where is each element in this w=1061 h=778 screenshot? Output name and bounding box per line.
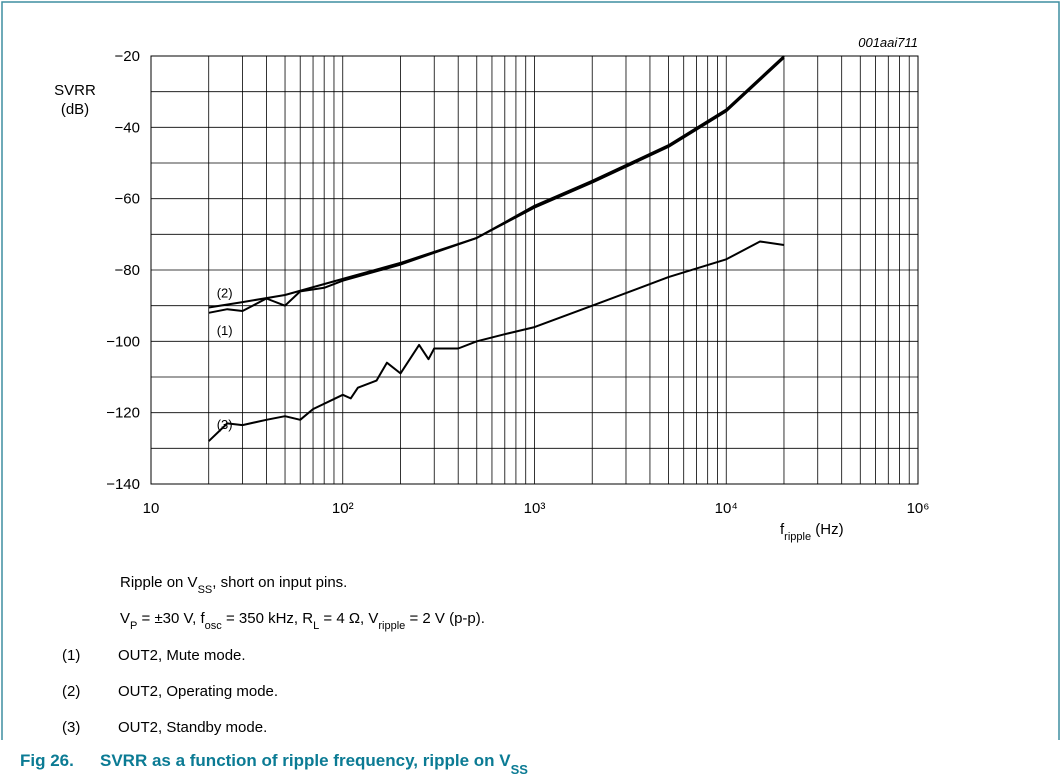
x-tick-label: 10 bbox=[143, 500, 160, 517]
caption-text-subscript: SS bbox=[511, 762, 529, 777]
series-label: (1) bbox=[217, 323, 233, 338]
x-axis-label: fripple (Hz) bbox=[780, 521, 844, 543]
note-subscript: L bbox=[313, 620, 319, 632]
note-part: = ±30 V, f bbox=[137, 610, 205, 627]
legend-number: (1) bbox=[62, 647, 80, 664]
y-tick-label: −100 bbox=[106, 333, 140, 350]
note-subscript: ripple bbox=[378, 620, 405, 632]
y-tick-label: −60 bbox=[115, 191, 140, 208]
series-line bbox=[208, 57, 785, 314]
y-tick-label: −80 bbox=[115, 262, 140, 279]
x-tick-label: 10² bbox=[332, 500, 354, 517]
plot-frame bbox=[150, 55, 919, 485]
note-subscript: SS bbox=[198, 584, 213, 596]
y-axis-label: SVRR bbox=[54, 82, 96, 99]
series-label: (3) bbox=[217, 417, 233, 432]
frame bbox=[1, 1, 1060, 740]
note-subscript: P bbox=[130, 620, 137, 632]
y-tick-label: −140 bbox=[106, 476, 140, 493]
y-tick-label: −120 bbox=[106, 405, 140, 422]
caption-text-part: SVRR as a function of ripple frequency, … bbox=[100, 751, 511, 770]
note-part: = 4 Ω, V bbox=[319, 610, 378, 627]
note-part: V bbox=[120, 610, 130, 627]
figure-code: 001aai711 bbox=[858, 35, 918, 50]
x-tick-label: 10³ bbox=[524, 500, 546, 517]
note-part: Ripple on V bbox=[120, 574, 198, 591]
y-axis-unit: (dB) bbox=[61, 101, 89, 118]
legend-number: (2) bbox=[62, 683, 80, 700]
x-axis-label-part: (Hz) bbox=[811, 521, 844, 538]
x-tick-label: 10⁶ bbox=[907, 500, 930, 517]
legend-number: (3) bbox=[62, 719, 80, 736]
note-part: = 2 V (p-p). bbox=[405, 610, 485, 627]
legend-text: OUT2, Standby mode. bbox=[118, 719, 267, 736]
note-part: , short on input pins. bbox=[212, 574, 347, 591]
caption-text: SVRR as a function of ripple frequency, … bbox=[100, 751, 528, 777]
caption-number: Fig 26. bbox=[20, 751, 74, 770]
x-tick-label: 10⁴ bbox=[715, 500, 738, 517]
legend-text: OUT2, Operating mode. bbox=[118, 683, 278, 700]
series-label: (2) bbox=[217, 285, 233, 300]
x-axis-label-part: f bbox=[780, 521, 785, 538]
series-line bbox=[208, 55, 785, 309]
note-part: = 350 kHz, R bbox=[222, 610, 313, 627]
series-line bbox=[208, 240, 785, 442]
y-tick-label: −20 bbox=[115, 48, 140, 65]
note-subscript: osc bbox=[205, 620, 223, 632]
note: VP = ±30 V, fosc = 350 kHz, RL = 4 Ω, Vr… bbox=[120, 610, 485, 632]
legend-text: OUT2, Mute mode. bbox=[118, 647, 246, 664]
y-tick-label: −40 bbox=[115, 119, 140, 136]
x-axis-label-subscript: ripple bbox=[784, 531, 811, 543]
note: Ripple on VSS, short on input pins. bbox=[120, 574, 347, 596]
